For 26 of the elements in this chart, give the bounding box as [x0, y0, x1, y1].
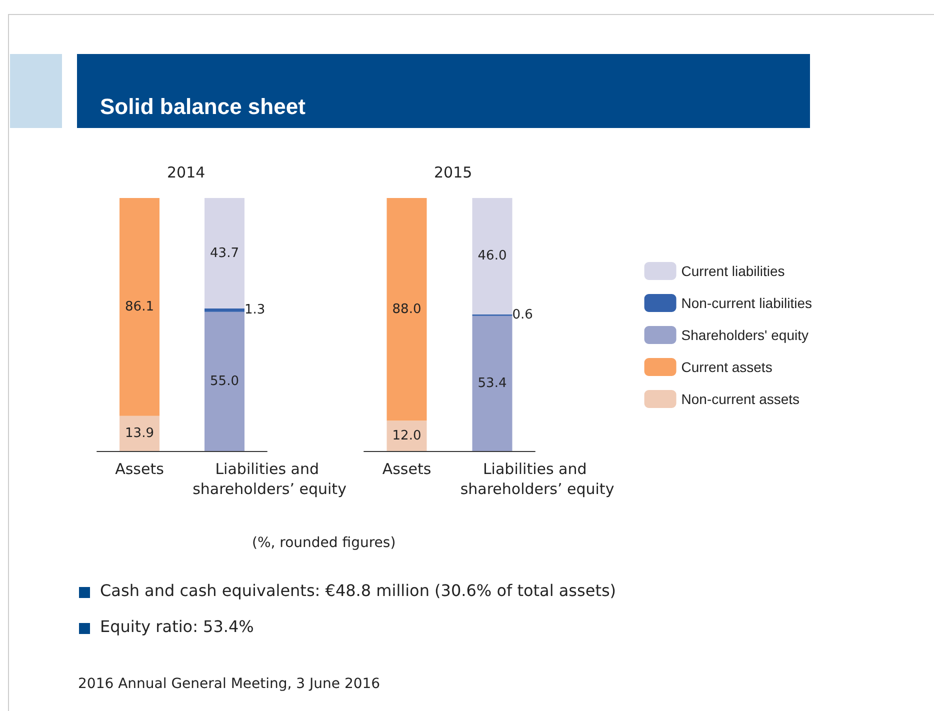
data-label: 88.0 [392, 302, 422, 317]
data-label: 46.0 [478, 248, 507, 264]
legend-label: Non-current assets [681, 391, 800, 407]
chart-title: 2015 [434, 164, 472, 182]
chart-title: 2014 [167, 164, 206, 182]
data-label: 53.4 [478, 376, 507, 391]
text: 2016 Annual General Meeting, 3 June 2016 [78, 676, 380, 692]
x-tick-label: Assets [115, 460, 164, 478]
legend-label: Current assets [681, 359, 772, 375]
legend-label: Shareholders' equity [681, 327, 808, 343]
legend-label: Current liabilities [681, 263, 785, 279]
data-label: 86.1 [125, 299, 154, 314]
x-tick-label: Liabilities and shareholders’ equity [460, 460, 614, 498]
text: Equity ratio: 53.4% [100, 617, 254, 636]
text: Cash and cash equivalents: €48.8 million (30.6% of total assets) [100, 581, 616, 600]
data-label: 55.0 [210, 374, 239, 389]
data-label: 12.0 [392, 428, 422, 444]
legend-label: Non-current liabilities [681, 295, 812, 311]
text: (%, rounded figures) [252, 535, 396, 551]
data-label: 43.7 [210, 246, 239, 261]
data-label: 13.9 [125, 426, 154, 441]
x-tick-label: Liabilities and shareholders’ equity [192, 460, 347, 498]
data-label: 0.6 [512, 308, 533, 323]
text: Solid balance sheet [100, 94, 306, 120]
x-tick-label: Assets [382, 460, 432, 478]
data-label: 1.3 [244, 302, 266, 318]
